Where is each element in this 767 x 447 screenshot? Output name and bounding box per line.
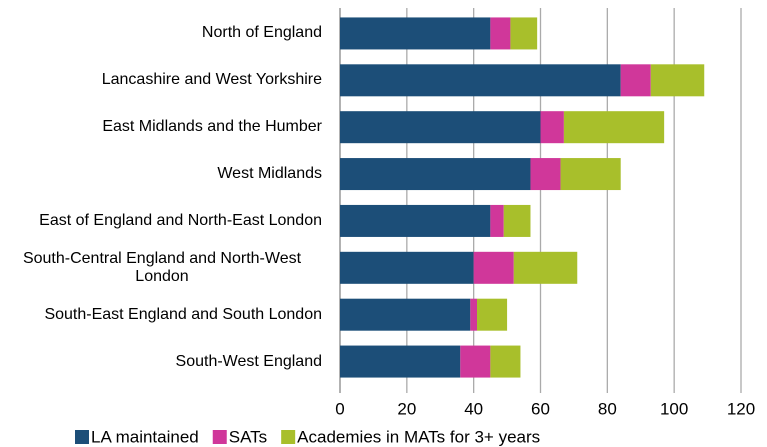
bar-segment: [530, 158, 561, 191]
category-label: South-East England and South London: [2, 306, 322, 324]
legend-swatch: [75, 430, 89, 444]
bar-segment: [490, 17, 511, 50]
bar-segment: [340, 64, 621, 97]
category-text: West Midlands: [217, 165, 322, 183]
bar-segment: [540, 111, 564, 144]
bar-segment: [563, 111, 665, 144]
bar-segment: [477, 298, 508, 331]
bar-segment: [340, 251, 474, 284]
category-label: South-Central England and North-West Lon…: [2, 250, 322, 286]
legend-label: SATs: [229, 427, 267, 446]
legend-label: LA maintained: [91, 427, 199, 446]
bar-segment: [340, 298, 471, 331]
category-text: North of England: [201, 24, 322, 42]
bar-segment: [473, 251, 514, 284]
bar-segment: [620, 64, 651, 97]
bar-segment: [340, 111, 541, 144]
category-label: East Midlands and the Humber: [2, 118, 322, 136]
bar-segment: [340, 204, 491, 237]
x-tick-label: 20: [397, 399, 416, 418]
bar-segment: [470, 298, 478, 331]
category-label: Lancashire and West Yorkshire: [2, 71, 322, 89]
bar-segment: [503, 204, 531, 237]
x-tick-label: 60: [531, 399, 550, 418]
category-text: Lancashire and West Yorkshire: [101, 71, 322, 89]
category-label: North of England: [2, 24, 322, 42]
legend-label: Academies in MATs for 3+ years: [297, 427, 540, 446]
category-text: East Midlands and the Humber: [102, 118, 322, 136]
bar-segment: [460, 345, 491, 378]
bar-segment: [340, 345, 461, 378]
category-text: South-West England: [175, 352, 322, 370]
category-label: West Midlands: [2, 165, 322, 183]
category-text: East of England and North-East London: [39, 211, 322, 229]
bar-segment: [510, 17, 538, 50]
bar-segment: [650, 64, 705, 97]
bar-segment: [490, 204, 504, 237]
bar-segment: [340, 158, 531, 191]
category-text: South-Central England and North-West Lon…: [22, 249, 302, 285]
x-tick-label: 120: [727, 399, 755, 418]
legend-swatch: [212, 430, 227, 444]
category-label: South-West England: [2, 353, 322, 371]
x-tick-label: 80: [598, 399, 617, 418]
bar-segment: [490, 345, 521, 378]
x-tick-label: 100: [660, 399, 688, 418]
bar-segment: [513, 251, 578, 284]
x-tick-label: 0: [335, 399, 344, 418]
category-text: South-East England and South London: [44, 305, 322, 323]
x-tick-label: 40: [464, 399, 483, 418]
legend-swatch: [281, 430, 296, 444]
category-label: East of England and North-East London: [2, 212, 322, 230]
bar-segment: [340, 17, 491, 50]
bar-segment: [560, 158, 621, 191]
